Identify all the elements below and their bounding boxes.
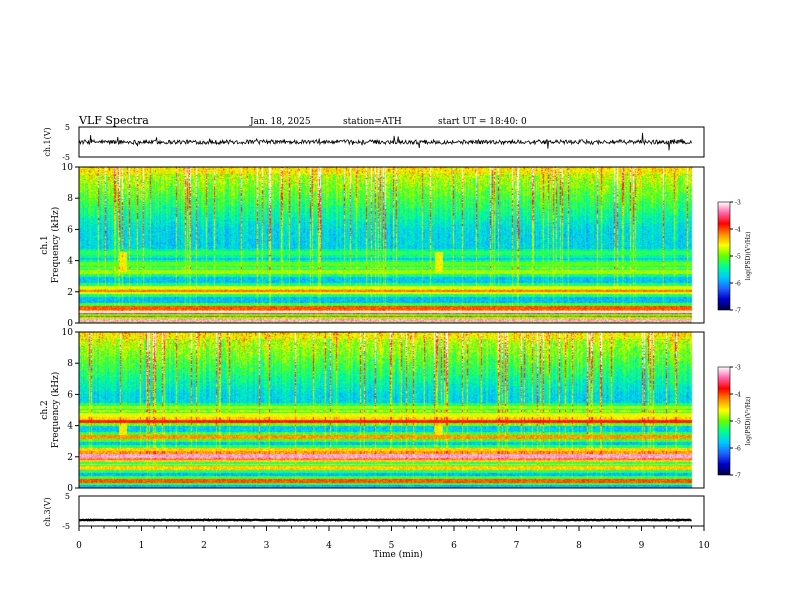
ch1-colorbar-label: log(PSD)(V²/Hz) [745,232,752,281]
ch1-ytick-label: 4 [67,257,73,267]
ch2-colorbar-tick-label: -4 [735,392,741,399]
ch3-waveform-panel: 5 -5 ch.3(V) [43,492,705,531]
ch2-ytick-label: 0 [67,484,73,494]
time-axis-tick-label: 7 [514,541,520,551]
ch1-colorbar-tick-label: -3 [735,200,741,207]
ch2-colorbar-tick-label: -3 [735,365,741,372]
time-axis-tick-label: 9 [639,541,645,551]
ch1-channel-label: ch.1 [40,235,50,254]
ch1-ytick-top: 5 [65,123,70,132]
ch1-waveform-frame [78,126,705,158]
date-label: Jan. 18, 2025 [249,117,311,127]
ch2-ylabel: Frequency (kHz) [50,372,61,449]
ch2-colorbar-bar [717,366,731,476]
ch2-channel-label: ch.2 [40,400,50,419]
ch1-colorbar-bar [717,201,731,311]
time-axis-tick-label: 0 [76,541,82,551]
time-axis-label: Time (min) [373,549,423,560]
time-axis-tick-label: 8 [576,541,582,551]
ch1-ytick-label: 0 [67,319,73,329]
time-axis-tick-label: 1 [139,541,145,551]
ch1-ytick-label: 10 [62,163,74,173]
ch1-colorbar-tick-label: -4 [735,227,741,234]
ch1-colorbar-tick-label: -7 [735,308,741,315]
ch2-ytick-label: 8 [67,359,73,369]
ch2-colorbar-tick-label: -7 [735,473,741,480]
ch1-trace [78,132,692,151]
ch1-waveform-panel: 5 -5 ch.1(V) [43,123,705,162]
ch2-colorbar-tick-label: -5 [735,419,741,426]
ch1-ylabel: Frequency (kHz) [50,207,61,284]
ch1-ytick-bottom: -5 [62,153,70,162]
time-axis-tick-label: 5 [389,541,395,551]
ch1-ytick-label: 8 [67,194,73,204]
ch1-spectrogram-panel: 0 2 4 6 8 10 ch.1 Frequency (kHz) [40,163,705,329]
ch1-ytick-label: 6 [67,225,73,235]
ch1-ytick-label: 2 [67,288,73,298]
ch2-spectrogram-frame [78,331,705,489]
ch3-trace [78,518,692,522]
ch2-ytick-label: 2 [67,453,73,463]
ch2-colorbar: -3 -4 -5 -6 -7 log(PSD)(V²/Hz) [717,365,752,480]
ch1-colorbar-tick-label: -6 [735,281,741,288]
ch3-ytick-bottom: -5 [62,522,70,531]
ch2-ytick-label: 10 [62,328,74,338]
ch2-colorbar-tick-label: -6 [735,446,741,453]
station-label: station=ATH [343,117,402,127]
ch2-ytick-label: 4 [67,422,73,432]
start-time-label: start UT = 18:40: 0 [438,117,527,127]
time-axis-tick-label: 4 [326,541,332,551]
ch2-ytick-label: 6 [67,390,73,400]
ch3-waveform-frame [78,495,705,527]
ch1-spectrogram-image [79,167,704,323]
time-axis-tick-label: 2 [201,541,207,551]
time-axis-tick-label: 3 [264,541,270,551]
ch2-spectrogram-panel: 0 2 4 6 8 10 ch.2 Frequency (kHz) [40,328,705,494]
ch1-spectrogram-frame [78,166,705,324]
ch2-spectrogram-image [79,332,704,488]
time-axis-tick-label: 6 [451,541,457,551]
ch3-ylabel: ch.3(V) [43,497,52,526]
time-axis-tick-label: 10 [698,541,710,551]
time-axis: 0 1 2 3 4 5 6 7 8 9 10 [76,526,710,551]
ch1-ylabel: ch.1(V) [43,127,52,156]
ch1-colorbar: -3 -4 -5 -6 -7 log(PSD)(V²/Hz) [717,200,752,315]
ch3-ytick-top: 5 [65,492,70,501]
ch1-colorbar-tick-label: -5 [735,254,741,261]
figure-title: VLF Spectra [78,114,149,127]
ch2-colorbar-label: log(PSD)(V²/Hz) [745,397,752,446]
